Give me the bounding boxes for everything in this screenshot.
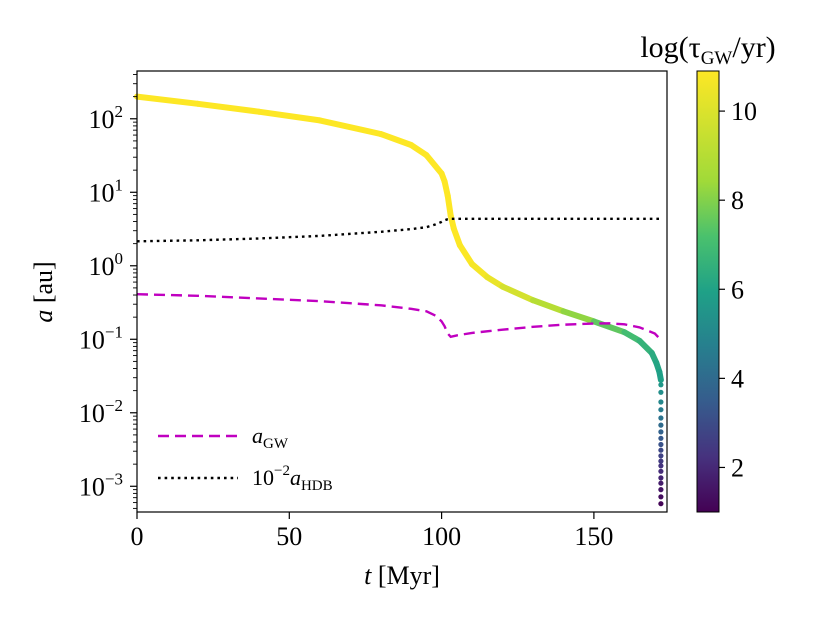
series-point	[658, 475, 664, 481]
series-point	[658, 447, 664, 453]
series-point	[658, 458, 664, 464]
colorbar-title: log(τGW/yr)	[640, 31, 775, 69]
series-segment	[469, 261, 491, 281]
colorbar	[696, 70, 720, 513]
series-point	[658, 494, 664, 500]
y-tick-label: 10−2	[79, 396, 123, 428]
colorbar-tick-label: 8	[731, 186, 744, 215]
series-segment	[316, 117, 384, 137]
colorbar-tick-label: 4	[731, 364, 744, 393]
series-segment	[530, 297, 567, 315]
y-tick-label: 10−3	[79, 469, 123, 501]
series-segment	[456, 242, 476, 268]
series-segment	[423, 152, 445, 177]
series-point	[658, 441, 664, 448]
series-segment	[377, 131, 415, 148]
plot-area	[137, 71, 667, 512]
series-segment	[408, 142, 430, 159]
series-segment	[444, 192, 454, 219]
data-layer	[134, 93, 664, 507]
series-segment	[134, 93, 201, 107]
x-tick-label: 150	[574, 522, 613, 551]
y-tick-label: 102	[89, 102, 124, 134]
series-segment	[656, 368, 664, 383]
y-tick-label: 101	[89, 175, 124, 207]
series-point	[658, 453, 664, 459]
legend: aGW 10−2aHDB	[158, 423, 333, 494]
series-point	[658, 487, 664, 493]
series-point	[658, 480, 664, 486]
series-point	[658, 382, 664, 388]
series-segment	[194, 100, 262, 115]
series-point	[658, 389, 664, 395]
x-axis-ticks: 0 50 100 150	[131, 512, 613, 551]
series-point	[658, 399, 664, 405]
colorbar-tick-label: 2	[731, 453, 744, 482]
colorbar-tick-label: 10	[731, 97, 757, 126]
plot-frame	[136, 70, 668, 513]
series-segment	[590, 318, 628, 336]
y-tick-label: 100	[89, 249, 124, 281]
series-point	[658, 501, 664, 507]
y-axis-label: a [au]	[29, 261, 58, 322]
series-point	[658, 429, 664, 435]
series-segment	[560, 308, 597, 325]
series-point	[658, 407, 664, 413]
legend-label-agw: aGW	[252, 423, 289, 452]
series-point	[658, 468, 664, 474]
series-line-2	[136, 293, 662, 341]
series-point	[658, 415, 664, 421]
x-axis-label: t [Myr]	[364, 561, 440, 590]
x-tick-label: 100	[422, 522, 461, 551]
series-line-3	[136, 217, 661, 243]
y-axis-ticks: 10−3 10−2 10−1 100 101 102	[79, 74, 137, 509]
series-point	[658, 463, 664, 469]
legend-label-ahdb: 10−2aHDB	[252, 463, 333, 494]
series-point	[658, 422, 664, 428]
y-tick-label: 10−1	[79, 322, 123, 354]
x-tick-label: 0	[131, 522, 144, 551]
series-point	[658, 435, 664, 441]
series-segment	[499, 283, 536, 304]
x-tick-label: 50	[276, 522, 302, 551]
series-segment	[255, 108, 323, 124]
colorbar-tick-label: 6	[731, 275, 744, 304]
colorbar-ticks: 2 4 6 8 10	[719, 97, 757, 482]
